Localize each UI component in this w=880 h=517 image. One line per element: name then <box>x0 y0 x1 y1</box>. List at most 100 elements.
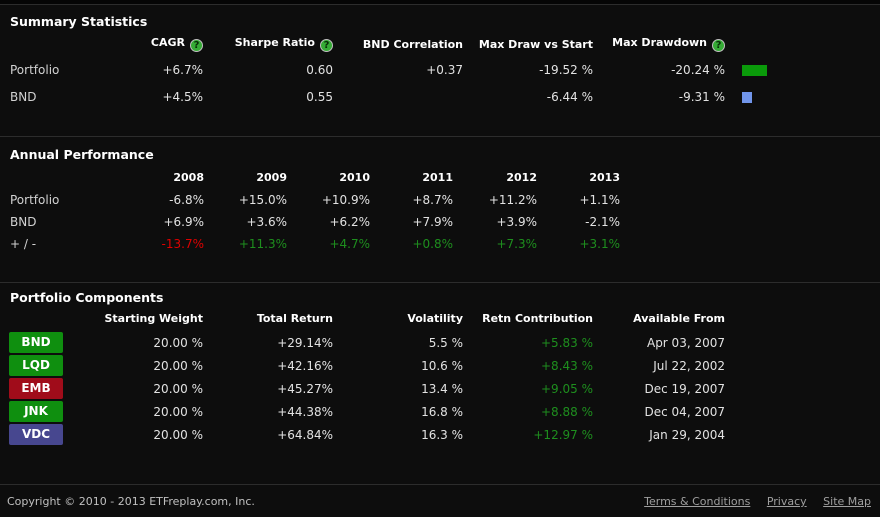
diff-2008: -13.7% <box>161 237 204 251</box>
summary-statistics-section: Summary Statistics CAGR? Sharpe Ratio? B… <box>0 4 880 136</box>
portfolio-max-drawdown: -20.24 % <box>671 62 725 77</box>
annual-row-portfolio: Portfolio -6.8% +15.0% +10.9% +8.7% +11.… <box>0 189 880 211</box>
annual-performance-section: Annual Performance 2008 2009 2010 2011 2… <box>0 136 880 282</box>
col-header-2011: 2011 <box>422 170 453 184</box>
portfolio-2011: +8.7% <box>412 193 453 207</box>
bnd-volatility: 5.5 % <box>428 335 463 350</box>
col-header-sharpe: Sharpe Ratio? <box>203 32 333 56</box>
portfolio-components-section: Portfolio Components Starting Weight Tot… <box>0 282 880 484</box>
component-row-lqd: LQD 20.00 % +42.16% 10.6 % +8.43 % Jul 2… <box>0 354 880 377</box>
emb-retn-contribution: +9.05 % <box>541 381 593 396</box>
col-header-2008: 2008 <box>173 170 204 184</box>
vdc-total-return: +64.84% <box>277 427 333 442</box>
ticker-badge-lqd[interactable]: LQD <box>9 355 63 376</box>
col-header-volatility: Volatility <box>407 311 463 325</box>
jnk-total-return: +44.38% <box>277 404 333 419</box>
summary-row-bnd: BND +4.5% 0.55 -6.44 % -9.31 % <box>0 83 880 110</box>
lqd-starting-weight: 20.00 % <box>153 358 203 373</box>
component-row-emb: EMB 20.00 % +45.27% 13.4 % +9.05 % Dec 1… <box>0 377 880 400</box>
lqd-volatility: 10.6 % <box>421 358 463 373</box>
annual-table: 2008 2009 2010 2011 2012 2013 Portfolio … <box>0 165 880 255</box>
vdc-retn-contribution: +12.97 % <box>533 427 593 442</box>
jnk-available-from: Dec 04, 2007 <box>644 404 725 419</box>
component-row-bnd: BND 20.00 % +29.14% 5.5 % +5.83 % Apr 03… <box>0 331 880 354</box>
vdc-available-from: Jan 29, 2004 <box>649 427 725 442</box>
col-header-available-from: Available From <box>633 311 725 325</box>
bnd-starting-weight: 20.00 % <box>153 335 203 350</box>
cagr-help-icon[interactable]: ? <box>190 39 203 52</box>
row-label: BND <box>10 89 37 104</box>
bnd-max-draw-vs-start: -6.44 % <box>546 89 593 104</box>
portfolio-color-swatch <box>742 64 767 76</box>
bnd-2011: +7.9% <box>412 215 453 229</box>
jnk-retn-contribution: +8.88 % <box>541 404 593 419</box>
lqd-total-return: +42.16% <box>277 358 333 373</box>
emb-available-from: Dec 19, 2007 <box>644 381 725 396</box>
bnd-sharpe: 0.55 <box>306 89 333 104</box>
bnd-2008: +6.9% <box>163 215 204 229</box>
bnd-cagr: +4.5% <box>162 89 203 104</box>
ticker-badge-emb[interactable]: EMB <box>9 378 63 399</box>
privacy-link[interactable]: Privacy <box>766 495 807 508</box>
col-header-2010: 2010 <box>339 170 370 184</box>
col-header-total-return: Total Return <box>256 311 333 325</box>
bnd-color-swatch <box>742 91 752 103</box>
col-header-2012: 2012 <box>506 170 537 184</box>
site-map-link[interactable]: Site Map <box>823 495 871 508</box>
top-spacer <box>0 0 880 4</box>
bnd-total-return: +29.14% <box>277 335 333 350</box>
col-header-starting-weight: Starting Weight <box>104 311 203 325</box>
portfolio-2008: -6.8% <box>169 193 204 207</box>
bnd-max-drawdown: -9.31 % <box>678 89 725 104</box>
col-header-2009: 2009 <box>256 170 287 184</box>
portfolio-2013: +1.1% <box>579 193 620 207</box>
portfolio-2012: +11.2% <box>488 193 537 207</box>
bnd-bnd-correlation <box>333 83 463 110</box>
max-drawdown-help-icon[interactable]: ? <box>712 39 725 52</box>
components-header-row: Starting Weight Total Return Volatility … <box>0 305 880 331</box>
portfolio-2009: +15.0% <box>238 193 287 207</box>
diff-2011: +0.8% <box>412 237 453 251</box>
component-row-jnk: JNK 20.00 % +44.38% 16.8 % +8.88 % Dec 0… <box>0 400 880 423</box>
lqd-retn-contribution: +8.43 % <box>541 358 593 373</box>
bnd-2012: +3.9% <box>496 215 537 229</box>
emb-total-return: +45.27% <box>277 381 333 396</box>
row-label: Portfolio <box>10 62 60 77</box>
summary-header-row: CAGR? Sharpe Ratio? BND Correlation Max … <box>0 32 880 56</box>
ticker-badge-bnd[interactable]: BND <box>9 332 63 353</box>
lqd-available-from: Jul 22, 2002 <box>653 358 725 373</box>
portfolio-max-draw-vs-start: -19.52 % <box>539 62 593 77</box>
ticker-badge-jnk[interactable]: JNK <box>9 401 63 422</box>
bnd-2010: +6.2% <box>329 215 370 229</box>
summary-table: CAGR? Sharpe Ratio? BND Correlation Max … <box>0 32 880 110</box>
portfolio-components-title: Portfolio Components <box>10 290 164 305</box>
footer-links: Terms & Conditions Privacy Site Map <box>631 495 871 508</box>
component-row-vdc: VDC 20.00 % +64.84% 16.3 % +12.97 % Jan … <box>0 423 880 446</box>
portfolio-sharpe: 0.60 <box>306 62 333 77</box>
row-label: BND <box>10 215 37 229</box>
components-table: Starting Weight Total Return Volatility … <box>0 305 880 446</box>
col-header-max-draw-vs-start: Max Draw vs Start <box>478 37 593 51</box>
diff-2009: +11.3% <box>238 237 287 251</box>
col-header-retn-contribution: Retn Contribution <box>482 311 593 325</box>
col-header-2013: 2013 <box>589 170 620 184</box>
sharpe-help-icon[interactable]: ? <box>320 39 333 52</box>
bnd-available-from: Apr 03, 2007 <box>646 335 725 350</box>
summary-row-portfolio: Portfolio +6.7% 0.60 +0.37 -19.52 % -20.… <box>0 56 880 83</box>
ticker-badge-vdc[interactable]: VDC <box>9 424 63 445</box>
vdc-starting-weight: 20.00 % <box>153 427 203 442</box>
portfolio-bnd-correlation: +0.37 <box>426 62 463 77</box>
annual-performance-title: Annual Performance <box>10 147 154 162</box>
annual-header-row: 2008 2009 2010 2011 2012 2013 <box>0 165 880 189</box>
vdc-volatility: 16.3 % <box>421 427 463 442</box>
emb-volatility: 13.4 % <box>421 381 463 396</box>
jnk-volatility: 16.8 % <box>421 404 463 419</box>
jnk-starting-weight: 20.00 % <box>153 404 203 419</box>
row-label: + / - <box>10 237 37 251</box>
footer: Copyright © 2010 - 2013 ETFreplay.com, I… <box>0 484 880 517</box>
col-header-bnd-correlation: BND Correlation <box>362 37 463 51</box>
annual-row-difference: + / - -13.7% +11.3% +4.7% +0.8% +7.3% +3… <box>0 233 880 255</box>
terms-and-conditions-link[interactable]: Terms & Conditions <box>644 495 751 508</box>
diff-2010: +4.7% <box>329 237 370 251</box>
portfolio-2010: +10.9% <box>321 193 370 207</box>
